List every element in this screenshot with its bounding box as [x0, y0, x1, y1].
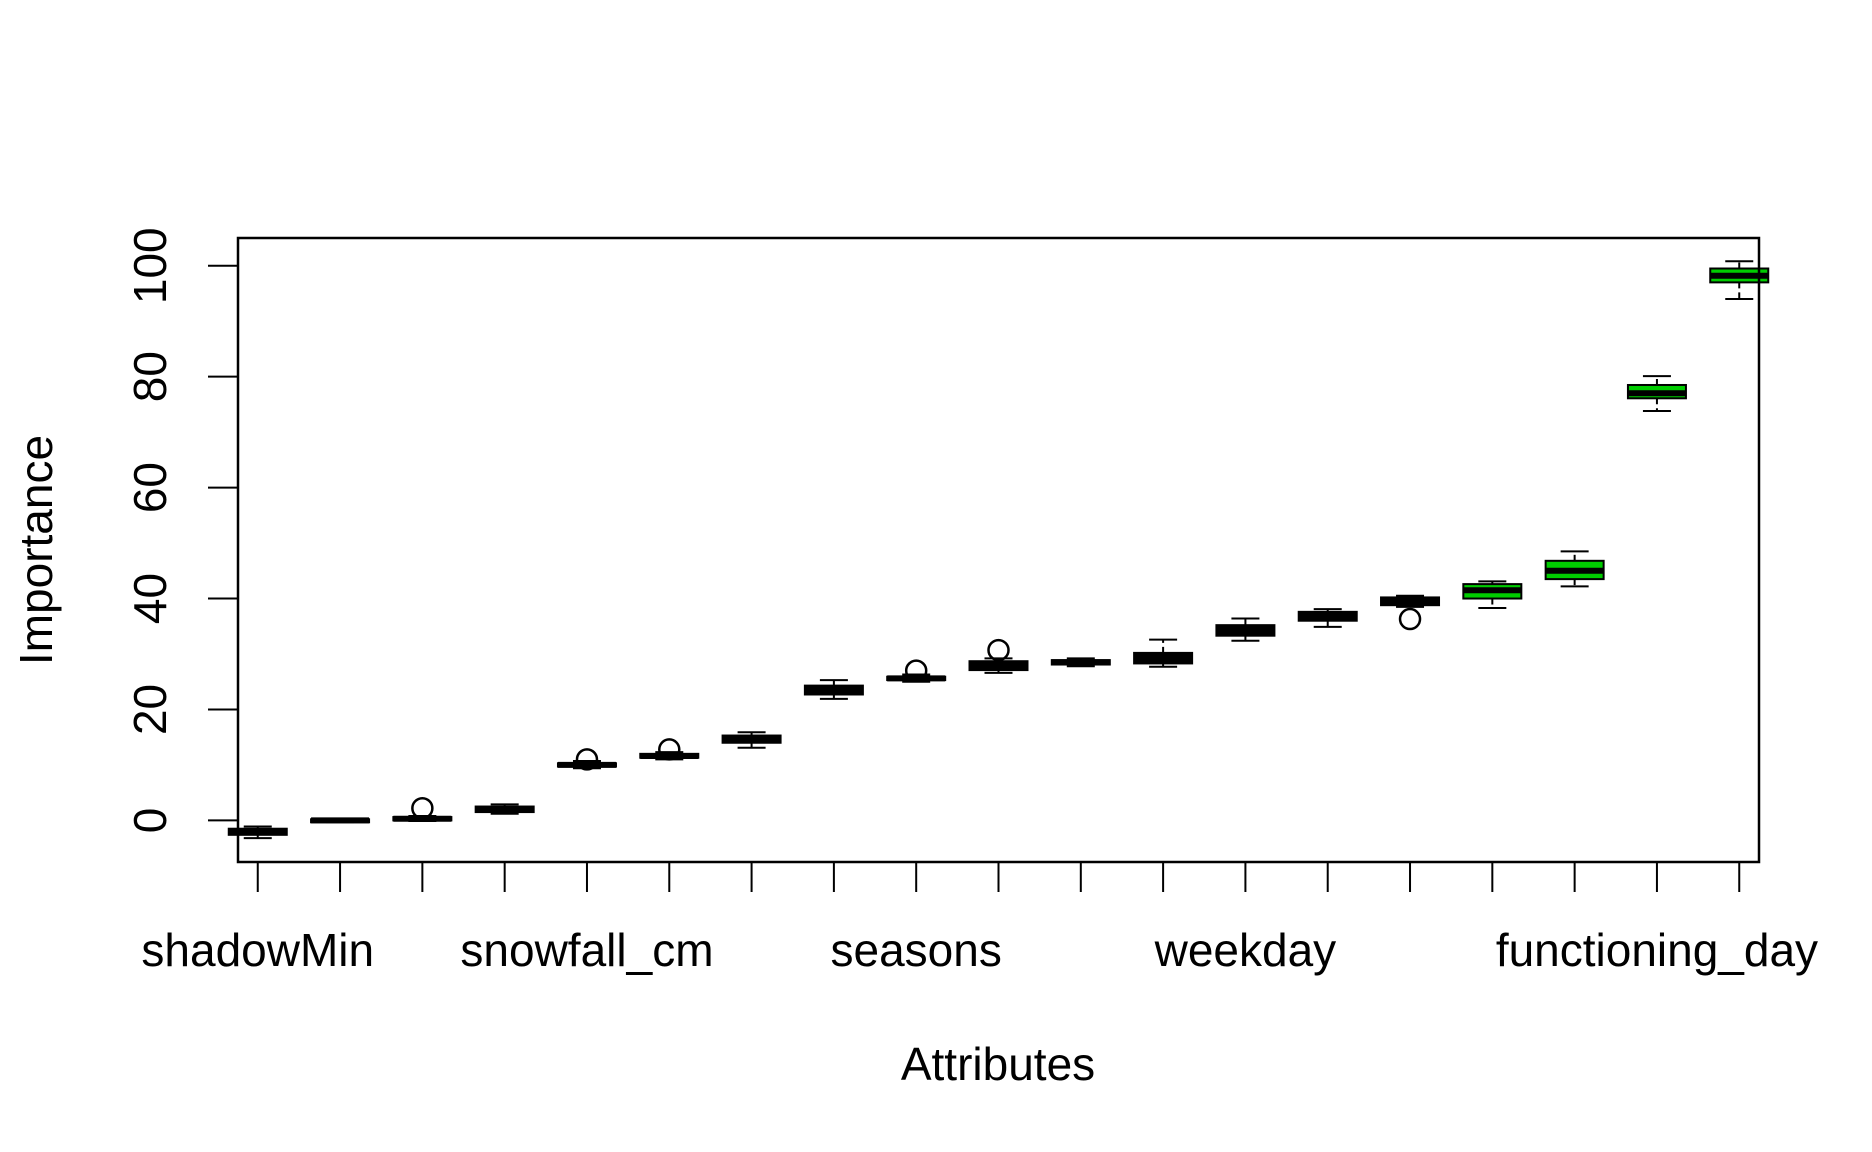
x-tick-label: snowfall_cm	[460, 924, 713, 976]
outlier-point	[987, 638, 1010, 662]
box-group-14	[1297, 608, 1358, 628]
y-tick-label: 80	[124, 351, 176, 402]
plot-marks	[227, 260, 1770, 840]
outlier-point	[904, 659, 928, 682]
box-group-3	[392, 796, 453, 822]
box-group-17	[1544, 550, 1605, 588]
box-group-15	[1380, 594, 1441, 631]
box-group-6	[639, 738, 700, 761]
box-group-9	[886, 659, 947, 683]
box-group-11	[1050, 657, 1111, 668]
box-group-8	[803, 679, 864, 700]
box-group-18	[1626, 375, 1687, 413]
box-group-2	[310, 817, 371, 824]
x-tick-label: functioning_day	[1496, 924, 1818, 976]
y-tick-label: 0	[124, 808, 176, 834]
y-tick-label: 100	[124, 227, 176, 304]
x-tick-label: weekday	[1154, 924, 1337, 976]
outlier-point	[411, 796, 434, 820]
x-axis-label: Attributes	[901, 1038, 1095, 1090]
box-group-10	[968, 638, 1029, 674]
box-group-7	[721, 731, 782, 749]
x-tick-label: seasons	[831, 924, 1002, 976]
outlier-point	[1398, 607, 1422, 631]
outlier-point	[658, 738, 681, 761]
outlier-point	[575, 748, 599, 771]
box-group-16	[1462, 580, 1523, 609]
y-tick-label: 40	[124, 573, 176, 624]
box-group-4	[474, 803, 535, 815]
box-group-13	[1215, 617, 1276, 642]
y-axis-label: Importance	[10, 435, 62, 665]
y-tick-label: 60	[124, 462, 176, 513]
y-axis: 0 20 40 60 80 100	[124, 227, 239, 834]
x-axis: shadowMin snowfall_cm seasons weekday functi…	[141, 862, 1818, 976]
y-tick-label: 20	[124, 684, 176, 735]
box-group-5	[556, 748, 617, 771]
x-tick-label: shadowMin	[141, 924, 374, 976]
box-group-12	[1133, 638, 1194, 668]
